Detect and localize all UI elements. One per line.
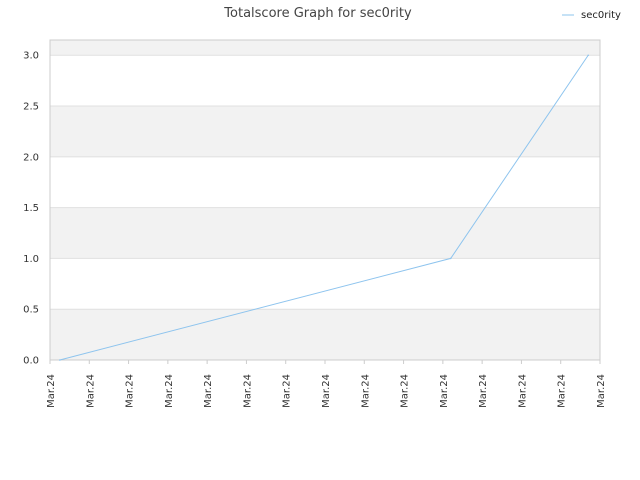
legend-label-sec0rity: sec0rity — [581, 10, 621, 21]
y-tick-label: 2.5 — [23, 102, 39, 113]
legend: sec0rity — [562, 10, 621, 21]
x-tick-label: Mar.24 — [85, 374, 96, 408]
y-tick-label: 2.0 — [23, 152, 39, 163]
x-tick-label: Mar.24 — [360, 374, 371, 408]
x-tick-label: Mar.24 — [439, 374, 450, 408]
chart-title: Totalscore Graph for sec0rity — [223, 6, 412, 21]
x-tick-label: Mar.24 — [282, 374, 293, 408]
x-tick-label: Mar.24 — [478, 374, 489, 408]
y-axis-ticks: 0.0 0.5 1.0 1.5 2.0 2.5 3.0 — [23, 51, 39, 367]
y-tick-label: 1.0 — [23, 254, 39, 265]
x-tick-label: Mar.24 — [557, 374, 568, 408]
x-axis-ticks: Mar.24 Mar.24 Mar.24 Mar.24 Mar.24 Mar.24 Mar.… — [46, 360, 607, 408]
x-tick-label: Mar.24 — [164, 374, 175, 408]
plot-band — [50, 309, 600, 360]
x-tick-label: Mar.24 — [596, 374, 607, 408]
plot-band — [50, 207, 600, 259]
y-tick-label: 3.0 — [23, 51, 39, 62]
y-tick-label: 0.0 — [23, 356, 39, 367]
y-tick-label: 0.5 — [23, 305, 39, 316]
x-tick-label: Mar.24 — [203, 374, 214, 408]
x-tick-label: Mar.24 — [400, 374, 411, 408]
plot-band — [50, 40, 600, 56]
data-point — [59, 359, 61, 361]
x-tick-label: Mar.24 — [321, 374, 332, 408]
x-tick-label: Mar.24 — [517, 374, 528, 408]
x-tick-label: Mar.24 — [242, 374, 253, 408]
data-point — [587, 54, 590, 57]
y-tick-label: 1.5 — [23, 203, 39, 214]
data-point — [449, 257, 452, 260]
x-tick-label: Mar.24 — [125, 374, 136, 408]
series-layer — [59, 54, 590, 361]
plot-band — [50, 106, 600, 157]
grid-lines — [50, 54, 600, 361]
x-tick-label: Mar.24 — [46, 374, 57, 408]
plot-bands — [50, 40, 600, 360]
